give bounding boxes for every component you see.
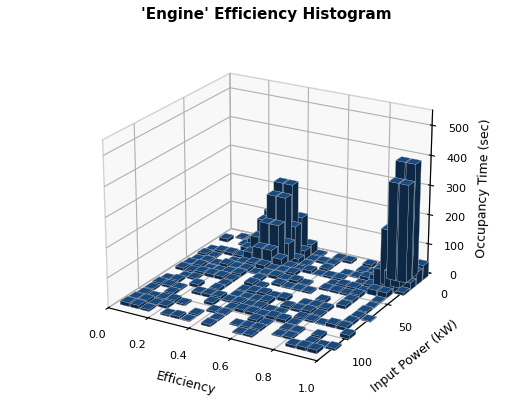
- X-axis label: Efficiency: Efficiency: [155, 369, 217, 396]
- Title: 'Engine' Efficiency Histogram: 'Engine' Efficiency Histogram: [140, 7, 392, 22]
- Y-axis label: Input Power (kW): Input Power (kW): [369, 317, 461, 394]
